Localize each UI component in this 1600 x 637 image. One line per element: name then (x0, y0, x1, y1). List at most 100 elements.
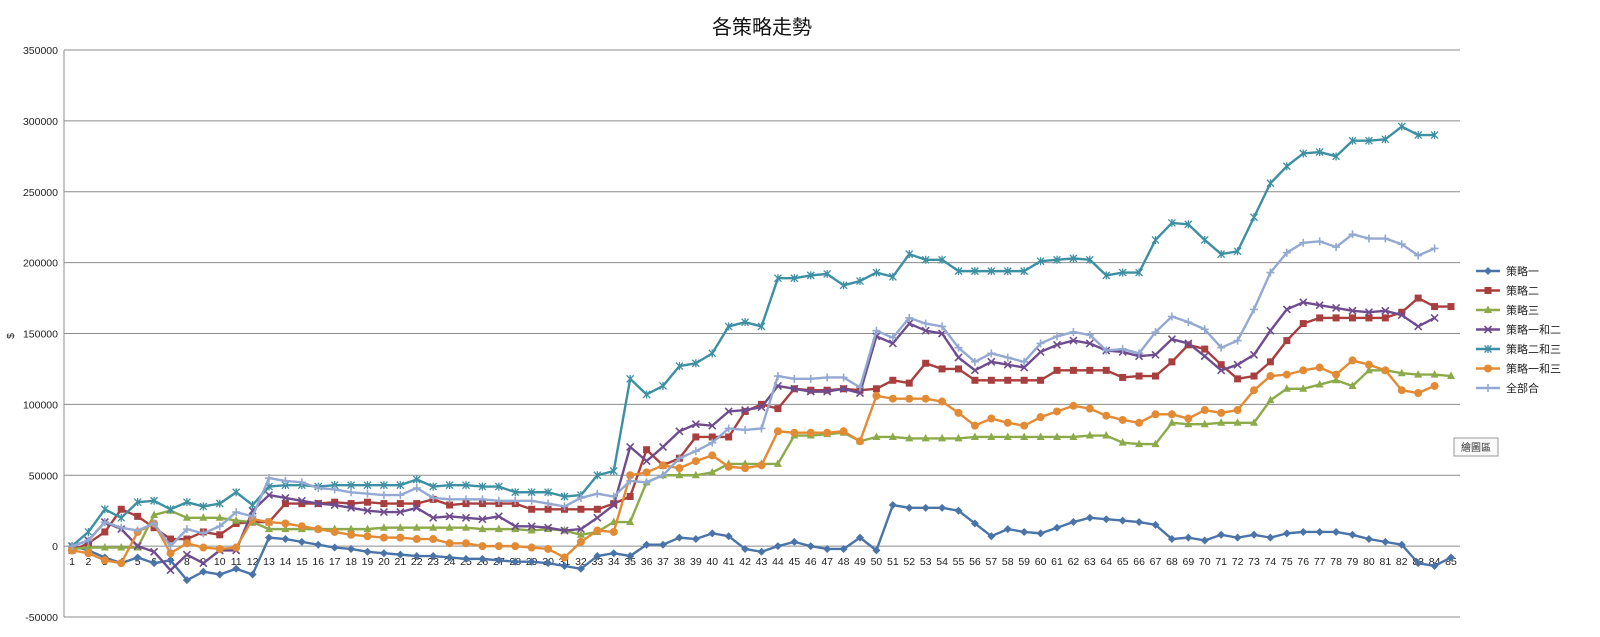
plot-area-tag: 繪圖區 (1453, 437, 1499, 457)
data-point (281, 500, 289, 508)
data-point (1250, 386, 1258, 395)
data-point (643, 446, 651, 454)
x-tick-label: 80 (1363, 556, 1375, 568)
data-point (1184, 339, 1193, 348)
data-point (658, 442, 668, 451)
data-point (905, 313, 914, 322)
data-point (1053, 432, 1061, 440)
data-point (724, 424, 733, 433)
data-point (1135, 268, 1144, 277)
data-point (888, 333, 897, 342)
data-point (560, 561, 569, 570)
data-point (1483, 325, 1493, 334)
data-point (182, 576, 191, 585)
data-point (1085, 513, 1094, 522)
data-point (363, 506, 372, 515)
data-point (626, 493, 634, 501)
data-point (396, 508, 405, 517)
data-point (117, 523, 126, 532)
data-point (445, 523, 454, 531)
x-tick-label: 20 (378, 556, 390, 568)
data-point (921, 255, 930, 264)
data-point (330, 543, 339, 552)
data-point (1364, 308, 1373, 317)
data-point (379, 533, 388, 542)
data-point (1430, 244, 1439, 253)
data-point (1167, 535, 1176, 544)
data-point (872, 268, 881, 277)
data-point (167, 535, 174, 543)
data-point (806, 542, 815, 551)
data-point (1414, 294, 1422, 302)
legend-label: 策略二和三 (1506, 342, 1561, 356)
x-tick-label: 47 (821, 556, 833, 568)
data-point (642, 468, 651, 477)
data-point (347, 503, 356, 512)
data-point (970, 432, 979, 440)
data-point (1364, 136, 1373, 145)
data-point (215, 570, 224, 579)
data-point (281, 476, 290, 485)
data-point (708, 451, 717, 460)
data-point (659, 540, 667, 549)
legend-label: 策略一 (1506, 264, 1539, 278)
data-point (691, 420, 700, 429)
data-point (363, 489, 372, 498)
data-point (692, 433, 700, 441)
series-6 (68, 356, 1439, 568)
data-point (84, 543, 93, 551)
data-point (839, 281, 848, 290)
data-point (199, 567, 208, 576)
data-point (1085, 255, 1094, 264)
data-point (1282, 370, 1291, 379)
data-point (84, 549, 93, 558)
legend-label: 策略一和二 (1506, 323, 1561, 337)
data-point (626, 471, 635, 480)
data-point (199, 529, 208, 538)
data-point (347, 524, 356, 533)
x-tick-label: 85 (1445, 556, 1457, 568)
data-point (1414, 322, 1423, 331)
legend-label: 策略一和三 (1506, 362, 1561, 376)
data-point (724, 407, 733, 416)
data-point (281, 535, 290, 544)
data-point (921, 394, 930, 403)
x-tick-label: 42 (739, 556, 751, 568)
x-tick-label: 5 (135, 556, 141, 568)
x-tick-label: 2 (85, 556, 91, 568)
data-point (150, 524, 158, 532)
data-point (314, 484, 323, 493)
data-point (1003, 525, 1012, 534)
data-point (790, 384, 799, 393)
data-point (1316, 314, 1324, 322)
data-point (1200, 406, 1209, 415)
data-point (1233, 533, 1242, 542)
data-point (117, 513, 126, 522)
data-point (1249, 350, 1259, 359)
x-tick-label: 52 (903, 556, 915, 568)
data-point (1398, 308, 1406, 316)
series-line (71, 503, 1452, 582)
data-point (970, 519, 979, 528)
data-point (478, 500, 486, 508)
data-point (1414, 251, 1423, 260)
data-point (1201, 345, 1209, 353)
data-point (773, 542, 782, 551)
x-tick-label: 18 (345, 556, 357, 568)
data-point (134, 512, 142, 520)
data-point (1348, 381, 1357, 389)
data-point (1414, 389, 1423, 398)
data-point (445, 539, 454, 548)
data-point (576, 493, 585, 502)
data-point (1484, 384, 1492, 392)
x-tick-label: 13 (263, 556, 275, 568)
x-tick-label: 41 (723, 556, 735, 568)
series-line (71, 359, 1436, 565)
x-tick-label: 34 (608, 556, 620, 568)
data-point (182, 513, 191, 521)
x-tick-label: 14 (280, 556, 292, 568)
data-point (84, 527, 93, 536)
data-point (806, 271, 815, 280)
data-point (1266, 326, 1275, 335)
data-point (1085, 339, 1094, 348)
